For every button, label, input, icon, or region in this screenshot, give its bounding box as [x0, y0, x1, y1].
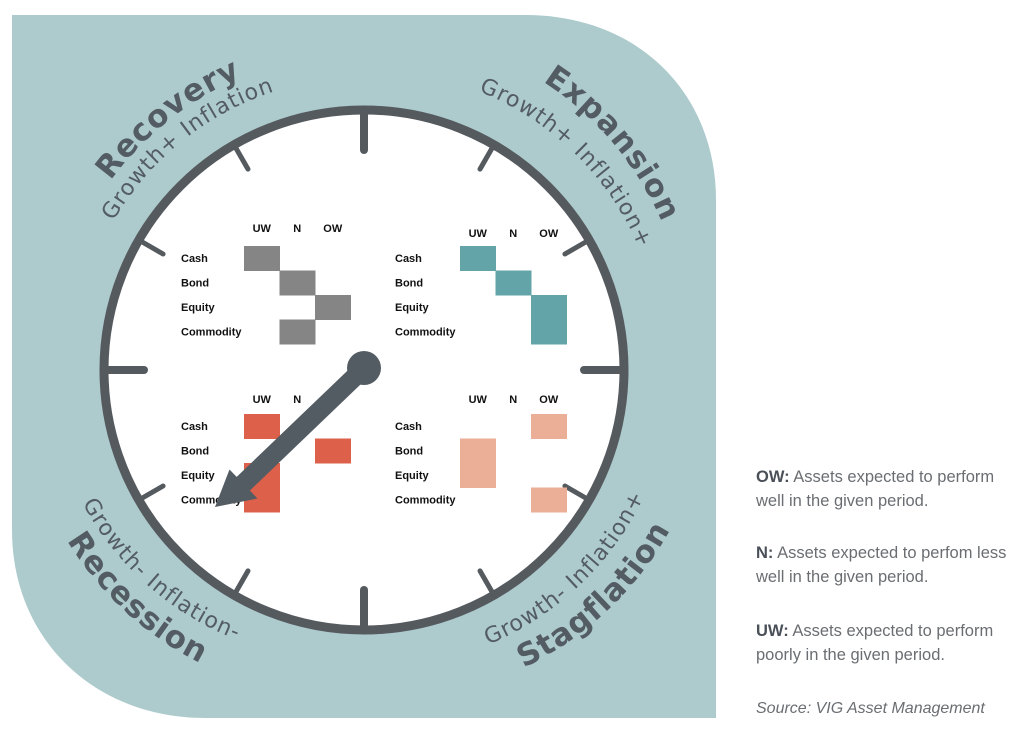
allocation-cell-equity [315, 295, 351, 320]
asset-label-commodity: Commodity [395, 495, 456, 507]
allocation-cell-cash [531, 414, 567, 439]
allocation-cell-bond [495, 270, 532, 296]
allocation-cell-cash [244, 414, 280, 439]
asset-label-cash: Cash [395, 253, 422, 265]
dial-tick [233, 568, 251, 595]
column-header-uw: UW [253, 223, 272, 235]
dial-tick [562, 483, 589, 501]
pointer-shaft [236, 361, 371, 491]
column-header-n: N [293, 394, 301, 406]
asset-label-equity: Equity [181, 470, 215, 482]
asset-label-bond: Bond [395, 446, 423, 458]
column-header-n: N [509, 394, 517, 406]
allocation-cell-bond [315, 438, 351, 464]
legend-uw: UW: Assets expected to perform poorly in… [756, 619, 1016, 667]
legend-ow: OW: Assets expected to perform well in t… [756, 465, 1016, 513]
pointer-hub [347, 351, 381, 385]
dial-tick [477, 568, 495, 595]
asset-label-bond: Bond [181, 446, 209, 458]
clock-pointer [215, 351, 381, 507]
column-header-ow: OW [539, 228, 559, 240]
asset-label-bond: Bond [181, 278, 209, 290]
allocation-cell-equity [531, 295, 567, 320]
dial-tick [139, 239, 166, 257]
asset-label-equity: Equity [181, 302, 215, 314]
legend-uw-key: UW: [756, 622, 789, 640]
column-header-uw: UW [469, 394, 488, 406]
column-header-uw: UW [253, 394, 272, 406]
dial-ticks [104, 110, 624, 630]
allocation-cell-cash [460, 246, 496, 271]
asset-label-commodity: Commodity [181, 327, 242, 339]
column-header-uw: UW [469, 228, 488, 240]
column-header-n: N [509, 228, 517, 240]
source-note: Source: VIG Asset Management [756, 700, 985, 717]
asset-label-bond: Bond [395, 278, 423, 290]
legend-n: N: Assets expected to perfom less well i… [756, 541, 1016, 589]
asset-label-equity: Equity [395, 470, 429, 482]
asset-label-equity: Equity [395, 302, 429, 314]
column-header-ow: OW [323, 223, 343, 235]
allocation-cell-commodity [531, 319, 567, 345]
allocation-cell-commodity [531, 487, 567, 513]
dial-tick [562, 239, 589, 257]
allocation-cell-equity [460, 463, 496, 488]
pointer-arrowhead-icon [215, 469, 258, 507]
legend-n-text: Assets expected to perfom less well in t… [756, 544, 1007, 586]
legend-ow-text: Assets expected to perform well in the g… [756, 468, 995, 510]
legend-uw-text: Assets expected to perform poorly in the… [756, 622, 994, 664]
matrix-expansion: UW N OW Cash Bond Equity Commodity [395, 228, 567, 345]
column-header-n: N [293, 223, 301, 235]
legend-n-key: N: [756, 544, 774, 562]
dial-tick [233, 145, 251, 172]
asset-label-commodity: Commodity [395, 327, 456, 339]
legend-ow-key: OW: [756, 468, 790, 486]
allocation-cell-commodity [279, 319, 316, 345]
column-header-ow: OW [539, 394, 559, 406]
matrix-stagflation: UW N OW Cash Bond Equity Commodity [395, 394, 567, 513]
matrix-recovery: UW N OW Cash Bond Equity Commodity [181, 223, 351, 345]
allocation-cell-cash [244, 246, 280, 271]
asset-label-cash: Cash [395, 421, 422, 433]
allocation-cell-bond [460, 438, 496, 464]
asset-label-cash: Cash [181, 253, 208, 265]
allocation-cell-bond [279, 270, 316, 296]
dial-tick [139, 483, 166, 501]
regime-clock: Recovery Growth+ Inflation- Expansion Gr… [0, 0, 716, 718]
asset-label-cash: Cash [181, 421, 208, 433]
dial-tick [477, 145, 495, 172]
